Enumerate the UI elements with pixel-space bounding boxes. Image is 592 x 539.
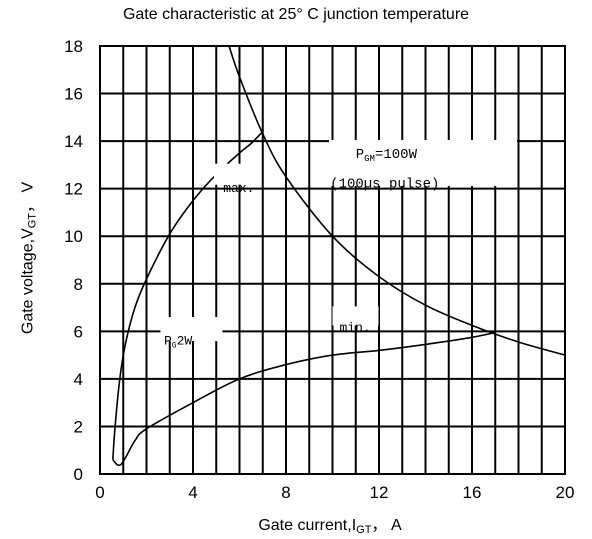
annotations: max. min. PG2W PGM=100W (100µs pulse): [160, 139, 518, 350]
x-axis-label-unit: ， A: [371, 517, 402, 534]
series-pgm-line: [228, 45, 566, 356]
label-bg: [329, 139, 518, 186]
y-tick-label: 0: [74, 465, 83, 484]
y-axis-label-sub: GT: [26, 213, 39, 229]
y-tick-label: 4: [74, 370, 83, 389]
y-axis-label: Gate voltage,VGT， V: [14, 182, 39, 334]
data-series: [112, 45, 566, 467]
y-tick-label: 18: [64, 37, 83, 56]
series-max-line: [112, 131, 264, 460]
x-axis-label-main: Gate current,I: [258, 517, 357, 534]
y-tick-label: 16: [64, 85, 83, 104]
pg-label: PG2W: [164, 333, 192, 350]
x-tick-label: 16: [463, 483, 482, 502]
x-tick-label: 12: [370, 483, 389, 502]
label-bg: [160, 317, 223, 342]
y-tick-label: 12: [64, 180, 83, 199]
y-axis-label-unit: ， V: [19, 181, 37, 213]
plot-frame: [99, 45, 566, 475]
x-tick-label: 8: [281, 483, 290, 502]
x-tick-label: 0: [95, 483, 104, 502]
pgm-note: (100µs pulse): [330, 176, 439, 192]
y-tick-label: 8: [74, 275, 83, 294]
label-bg: [213, 163, 260, 185]
label-bg: [332, 306, 379, 326]
x-axis-label-sub: GT: [356, 524, 372, 536]
y-tick-label: 10: [64, 227, 83, 246]
tick-labels: 0 4 8 12 16 20 0 2 4 6 8 10 12 14 16 18: [64, 37, 574, 502]
y-tick-label: 14: [64, 132, 83, 151]
grid-lines: [100, 46, 565, 474]
y-axis-label-main: Gate voltage,V: [19, 228, 37, 335]
y-tick-label: 6: [74, 322, 83, 341]
x-tick-label: 20: [556, 483, 575, 502]
min-label: min.: [339, 320, 370, 335]
max-label: max.: [223, 181, 254, 196]
pgm-label: PGM=100W: [356, 147, 418, 164]
series-min-line: [112, 331, 496, 467]
chart-title: Gate characteristic at 25° C junction te…: [122, 6, 470, 23]
x-tick-label: 4: [188, 483, 197, 502]
y-tick-label: 2: [74, 417, 83, 436]
x-axis-label: Gate current,IGT， A: [95, 511, 565, 536]
